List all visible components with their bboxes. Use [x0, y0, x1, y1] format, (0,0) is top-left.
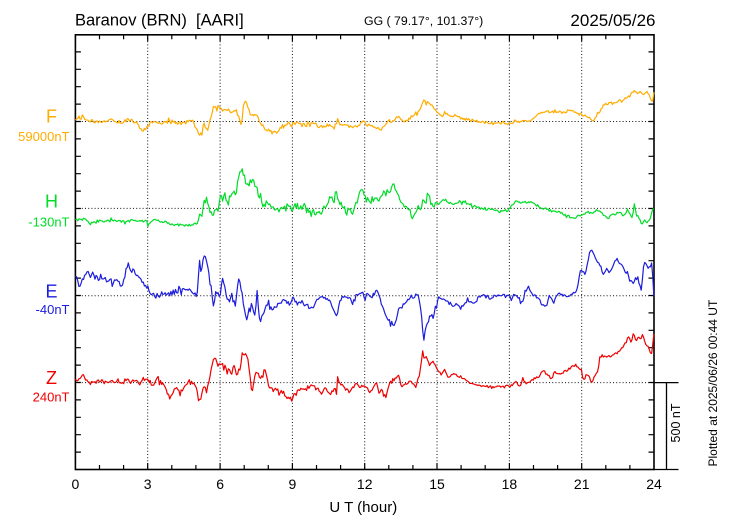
svg-text:18: 18	[502, 476, 518, 492]
svg-text:U T (hour): U T (hour)	[329, 499, 397, 516]
svg-text:6: 6	[216, 476, 224, 492]
svg-text:F: F	[46, 106, 57, 126]
svg-text:Z: Z	[46, 368, 57, 388]
svg-text:E: E	[45, 281, 57, 301]
svg-text:-130nT: -130nT	[28, 214, 69, 229]
svg-text:H: H	[45, 192, 58, 212]
svg-text:Plotted at 2025/06/26 00:44 UT: Plotted at 2025/06/26 00:44 UT	[706, 299, 720, 466]
svg-text:24: 24	[646, 476, 662, 492]
svg-text:15: 15	[429, 476, 445, 492]
svg-text:500 nT: 500 nT	[669, 403, 683, 442]
svg-text:0: 0	[72, 476, 80, 492]
svg-text:9: 9	[289, 476, 297, 492]
svg-text:12: 12	[357, 476, 373, 492]
svg-text:2025/05/26: 2025/05/26	[570, 11, 655, 30]
svg-text:59000nT: 59000nT	[18, 129, 69, 144]
svg-text:Baranov (BRN) [AARI]: Baranov (BRN) [AARI]	[75, 11, 244, 29]
svg-text:240nT: 240nT	[33, 389, 70, 404]
svg-text:21: 21	[574, 476, 590, 492]
svg-text:GG ( 79.17°, 101.37°): GG ( 79.17°, 101.37°)	[364, 14, 483, 28]
svg-text:-40nT: -40nT	[36, 302, 70, 317]
svg-text:3: 3	[144, 476, 152, 492]
